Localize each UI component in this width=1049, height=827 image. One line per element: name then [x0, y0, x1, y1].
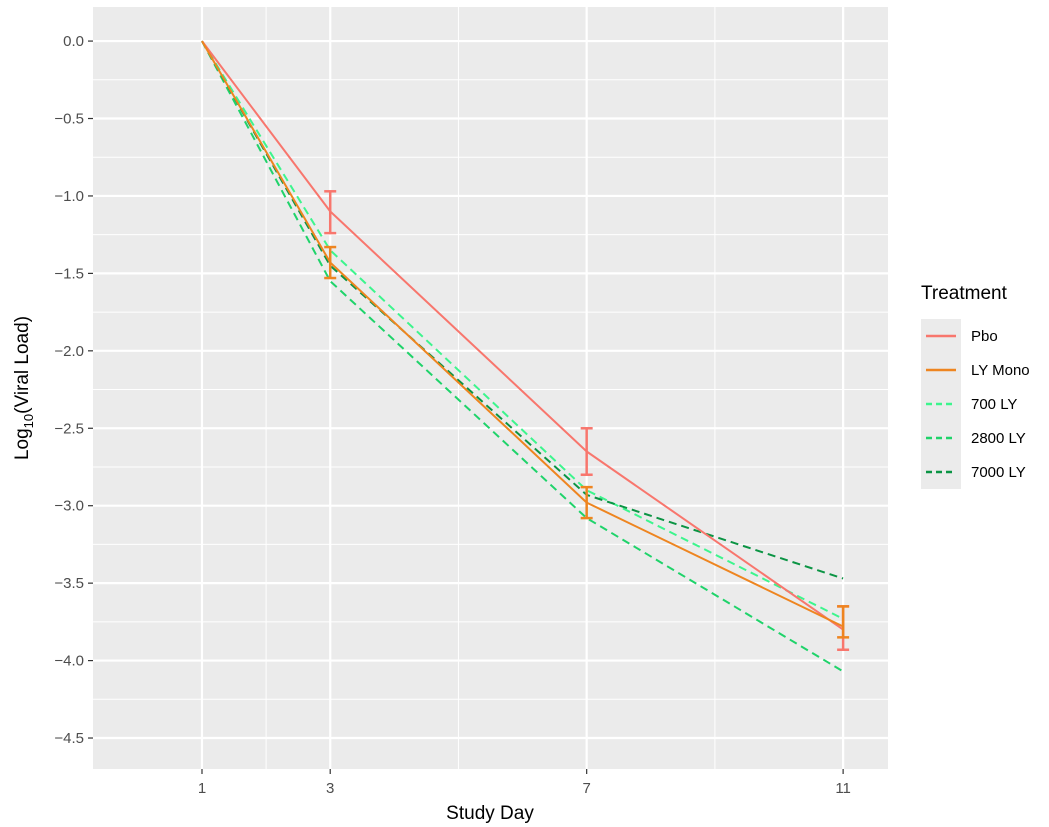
y-tick-label: 0.0 [63, 33, 84, 50]
y-tick-label: −4.5 [54, 730, 84, 747]
errorbar-layer [324, 190, 850, 651]
y-tick-label: −1.5 [54, 265, 84, 282]
legend-item: LY Mono [921, 353, 1030, 387]
error-bar-ly-mono [837, 605, 850, 639]
x-tick-label: 7 [582, 780, 590, 797]
x-tick-label: 3 [326, 780, 334, 797]
y-axis-title: Log10(Viral Load) [12, 316, 36, 460]
y-tick-label: −3.5 [54, 575, 84, 592]
legend-label: Pbo [971, 328, 998, 345]
y-tick-label: −1.0 [54, 188, 84, 205]
series-line-pbo [201, 40, 844, 631]
plot-panel [93, 7, 888, 769]
y-axis: 0.0 −0.5 −1.0 −1.5 −2.0 −2.5 −3.0 −3.5 −4.0 −4.5 [54, 33, 93, 747]
series-line-2800-ly [201, 40, 844, 673]
x-axis: 1 3 7 11 [198, 769, 851, 797]
legend-label: LY Mono [971, 362, 1030, 379]
legend-label: 700 LY [971, 396, 1017, 413]
series-line-700-ly [201, 40, 844, 620]
legend-label: 2800 LY [971, 430, 1026, 447]
series-line-7000-ly [201, 40, 844, 580]
legend: Treatment Pbo LY Mono 700 LY 2800 LY 7000 LY [921, 283, 1030, 489]
legend-item: 700 LY [921, 387, 1017, 421]
legend-label: 7000 LY [971, 464, 1026, 481]
y-tick-label: −2.0 [54, 343, 84, 360]
error-bar-ly-mono [324, 245, 337, 280]
grid [93, 7, 888, 769]
x-axis-title: Study Day [446, 803, 534, 824]
error-bar-pbo [324, 190, 337, 235]
series-line-ly-mono [201, 40, 844, 628]
legend-item: 7000 LY [921, 455, 1026, 489]
legend-title: Treatment [921, 283, 1008, 304]
x-tick-label: 1 [198, 780, 206, 797]
legend-item: 2800 LY [921, 421, 1026, 455]
x-tick-label: 11 [835, 780, 851, 797]
series-layer [201, 40, 844, 673]
y-tick-label: −2.5 [54, 420, 84, 437]
y-tick-label: −4.0 [54, 653, 84, 670]
error-bar-ly-mono [580, 485, 593, 520]
legend-item: Pbo [921, 319, 998, 353]
y-tick-label: −0.5 [54, 111, 84, 128]
y-tick-label: −3.0 [54, 498, 84, 515]
error-bar-pbo [580, 427, 593, 476]
